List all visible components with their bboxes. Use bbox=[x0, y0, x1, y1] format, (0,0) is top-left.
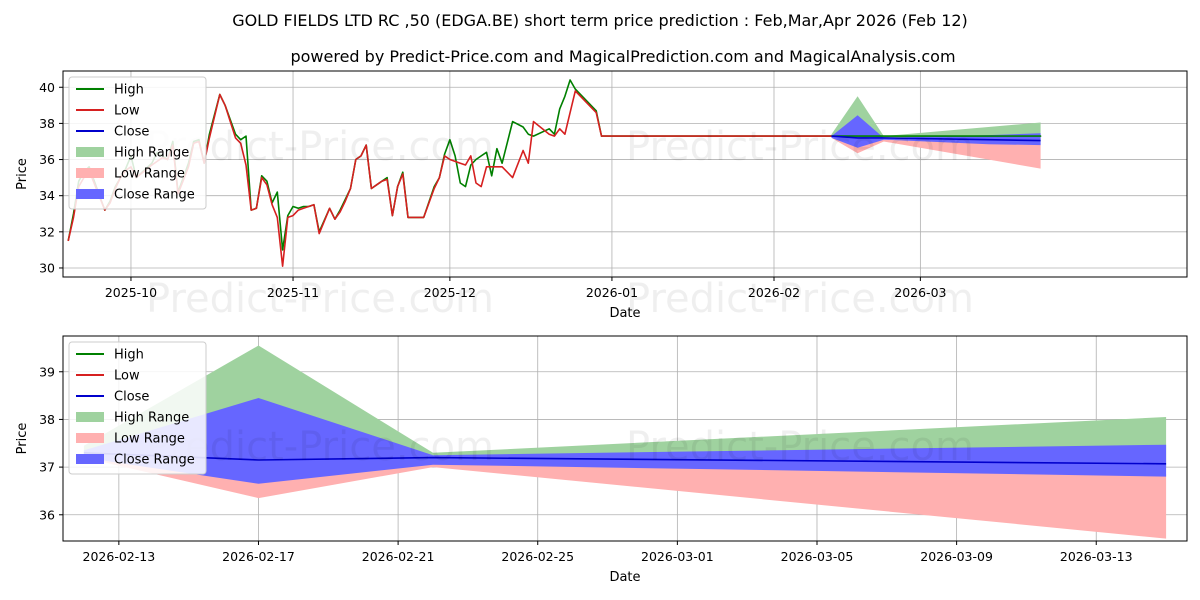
legend-label: High bbox=[114, 348, 144, 363]
top-panel: Predict-Price.com Predict-Price.com Predic… bbox=[15, 70, 1188, 322]
y-tick-label: 37 bbox=[39, 460, 55, 475]
legend-label: Low bbox=[114, 104, 140, 119]
bottom-panel: Predict-Price.com Predict-Price.com2026-0… bbox=[15, 335, 1188, 585]
y-tick-label: 40 bbox=[39, 80, 55, 95]
y-tick-label: 30 bbox=[39, 260, 55, 275]
x-tick-label: 2026-02-17 bbox=[222, 549, 295, 564]
x-axis-label: Date bbox=[609, 306, 640, 321]
y-tick-label: 36 bbox=[39, 152, 55, 167]
y-tick-label: 36 bbox=[39, 507, 55, 522]
legend-swatch-patch bbox=[76, 189, 104, 199]
y-tick-label: 32 bbox=[39, 224, 55, 239]
y-tick-label: 39 bbox=[39, 364, 55, 379]
legend-label: High Range bbox=[114, 146, 189, 161]
watermark-text: Predict-Price.com bbox=[626, 276, 974, 322]
legend-label: Low Range bbox=[114, 432, 185, 447]
y-axis-label: Price bbox=[15, 158, 30, 190]
legend-swatch-patch bbox=[76, 412, 104, 422]
x-tick-label: 2026-03-09 bbox=[920, 549, 993, 564]
legend-swatch-patch bbox=[76, 433, 104, 443]
chart-subtitle: powered by Predict-Price.com and Magical… bbox=[290, 47, 955, 66]
x-tick-label: 2026-03-05 bbox=[781, 549, 854, 564]
x-tick-label: 2025-11 bbox=[267, 285, 319, 300]
chart-title: GOLD FIELDS LTD RC ,50 (EDGA.BE) short t… bbox=[232, 11, 968, 30]
legend-swatch-patch bbox=[76, 168, 104, 178]
axes-frame bbox=[62, 335, 1188, 542]
y-tick-label: 34 bbox=[39, 188, 55, 203]
y-tick-label: 38 bbox=[39, 412, 55, 427]
close-series-line bbox=[831, 135, 1041, 142]
x-tick-label: 2026-03-13 bbox=[1060, 549, 1133, 564]
legend-label: Low bbox=[114, 369, 140, 384]
watermark-text: Predict-Price.com bbox=[626, 124, 974, 170]
legend: High Low Close High Range Low Range Close Ran… bbox=[68, 341, 207, 475]
legend-swatch-patch bbox=[76, 454, 104, 464]
x-tick-label: 2026-02 bbox=[748, 285, 800, 300]
watermark-text: Predict-Price.com bbox=[626, 424, 974, 470]
x-tick-label: 2026-03-01 bbox=[641, 549, 714, 564]
plot-area bbox=[67, 79, 1042, 268]
high-range-band bbox=[831, 96, 1041, 142]
y-axis-label: Price bbox=[15, 423, 30, 455]
legend-label: High bbox=[114, 83, 144, 98]
x-axis-label: Date bbox=[609, 570, 640, 585]
x-tick-label: 2026-02-13 bbox=[83, 549, 156, 564]
x-tick-label: 2026-02-21 bbox=[362, 549, 435, 564]
watermark-text: Predict-Price.com bbox=[146, 276, 494, 322]
x-tick-label: 2025-10 bbox=[105, 285, 157, 300]
y-tick-label: 38 bbox=[39, 116, 55, 131]
low-range-band bbox=[831, 136, 1041, 169]
legend-label: Close Range bbox=[114, 188, 195, 203]
legend-label: Close bbox=[114, 390, 149, 405]
legend-label: Close bbox=[114, 125, 149, 140]
x-tick-label: 2026-03 bbox=[894, 285, 946, 300]
legend-label: High Range bbox=[114, 411, 189, 426]
legend-swatch-patch bbox=[76, 147, 104, 157]
legend-label: Close Range bbox=[114, 453, 195, 468]
close-range-band bbox=[83, 398, 1167, 484]
x-tick-label: 2026-01 bbox=[586, 285, 638, 300]
axes-frame bbox=[62, 70, 1188, 278]
legend-label: Low Range bbox=[114, 167, 185, 182]
x-tick-label: 2026-02-25 bbox=[501, 549, 574, 564]
legend: High Low Close High Range Low Range Close Ran… bbox=[68, 76, 207, 210]
x-tick-label: 2025-12 bbox=[424, 285, 476, 300]
low-range-band bbox=[83, 452, 1167, 539]
